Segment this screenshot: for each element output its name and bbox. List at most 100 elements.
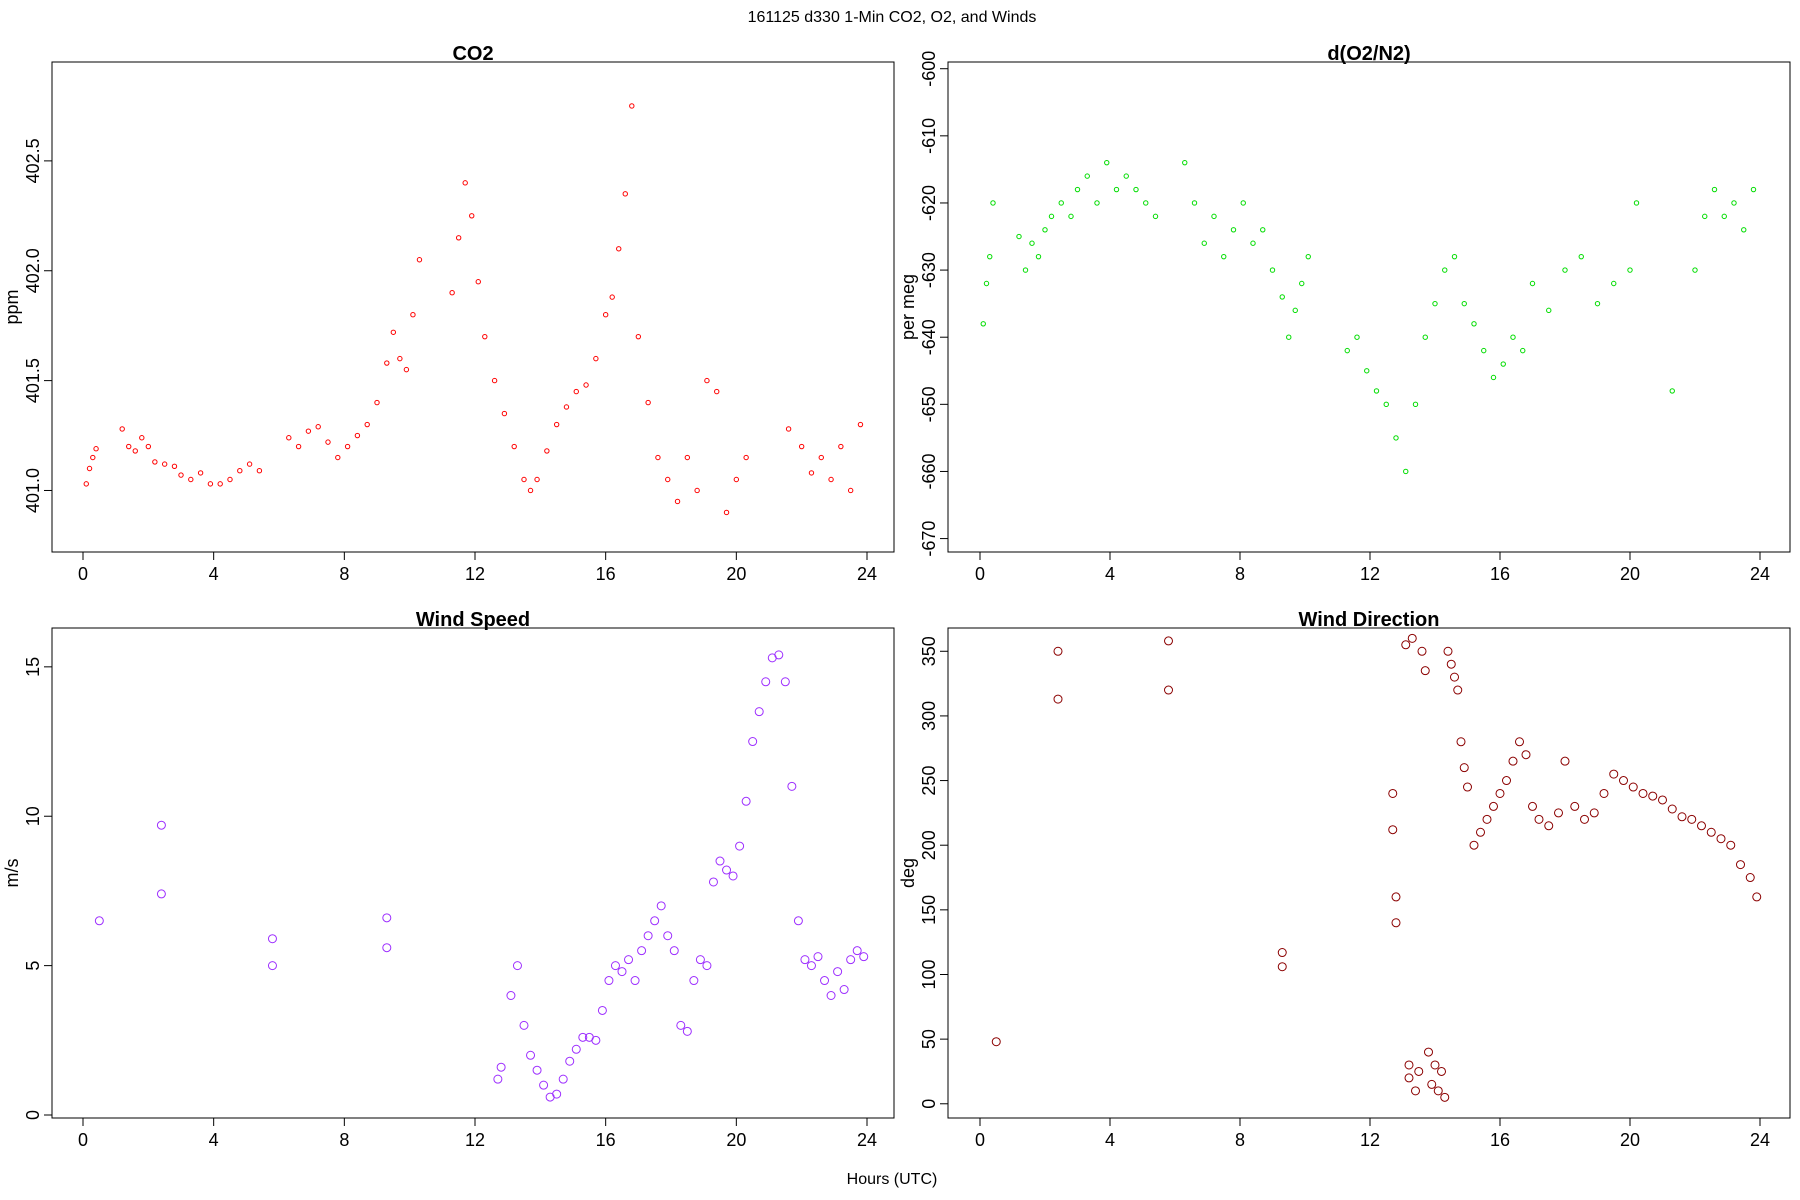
o2n2-point — [1562, 267, 1568, 273]
wind-speed-point — [565, 1056, 575, 1066]
wind-direction-point — [1534, 814, 1544, 824]
co2-point — [197, 470, 204, 476]
co2-point — [482, 333, 488, 340]
wind-speed-xtick-label: 12 — [465, 1130, 485, 1150]
co2-point — [704, 377, 710, 384]
co2-point — [161, 461, 168, 467]
wind-speed-point — [643, 931, 653, 941]
wind-speed-ytick-label: 0 — [23, 1110, 43, 1120]
o2n2-point — [1529, 280, 1536, 287]
co2-point — [847, 487, 854, 494]
o2n2-point — [1068, 213, 1074, 220]
wind-direction-point — [1420, 666, 1430, 676]
wind-speed-point — [774, 650, 784, 660]
o2n2-point — [1500, 361, 1506, 367]
co2-point — [573, 388, 579, 395]
wind-direction-point — [1638, 788, 1648, 798]
figure-xlabel: Hours (UTC) — [847, 1171, 938, 1188]
o2n2-point — [1152, 213, 1159, 220]
o2n2-point — [1461, 300, 1467, 307]
o2n2-ytick-label: -660 — [919, 453, 939, 489]
wind-direction-point — [1401, 640, 1411, 650]
wind-direction-point — [1277, 962, 1287, 972]
wind-direction-point — [1515, 737, 1524, 747]
o2n2-point — [1042, 227, 1048, 233]
co2-point — [553, 421, 560, 428]
co2-point — [616, 246, 622, 252]
wind-direction-point — [1716, 834, 1726, 844]
wind-speed-point — [806, 961, 816, 971]
wind-direction-point — [1277, 948, 1287, 958]
co2-point — [286, 435, 292, 441]
co2-point — [544, 448, 550, 454]
wind-speed-point — [382, 943, 392, 953]
co2-point — [583, 382, 589, 388]
wind-direction-point — [1427, 1079, 1437, 1089]
wind-direction-point — [1476, 827, 1485, 837]
wind-speed-point — [558, 1074, 568, 1084]
o2n2-point — [1191, 200, 1198, 206]
o2n2-point — [1383, 401, 1389, 408]
o2n2-point — [1702, 213, 1708, 220]
wind-speed-point — [94, 916, 104, 926]
co2-point — [674, 498, 681, 505]
co2-point — [521, 476, 527, 483]
o2n2-point — [1035, 253, 1042, 260]
o2n2-point — [1201, 240, 1207, 246]
o2n2-xtick-label: 16 — [1490, 564, 1510, 584]
wind-speed-point — [610, 961, 620, 971]
o2n2-ytick-label: -610 — [919, 118, 939, 154]
wind-direction-point — [1433, 1086, 1443, 1096]
wind-speed-point — [695, 955, 705, 965]
wind-speed-point — [689, 976, 699, 986]
wind-direction-point — [1609, 769, 1619, 779]
wind-direction-point — [1388, 788, 1398, 798]
o2n2-point — [1113, 186, 1120, 193]
co2-point — [491, 377, 498, 384]
wind-direction-point — [1697, 821, 1706, 831]
o2n2-point — [1669, 388, 1675, 394]
co2-point — [90, 454, 96, 461]
wind-speed-point — [650, 916, 660, 926]
o2n2-point — [1692, 267, 1698, 273]
co2-ytick-label: 401.5 — [23, 358, 43, 403]
o2n2-ytick-label: -670 — [919, 521, 939, 557]
co2-point — [818, 454, 824, 461]
wind-speed-point — [382, 913, 392, 923]
co2-point — [344, 443, 351, 450]
wind-direction-point — [1554, 808, 1563, 818]
wind-direction-panel: Wind Direction deg 0 4 8 12 16 20 24 0 50 100 150 200… — [898, 609, 1791, 1150]
o2n2-point — [1403, 468, 1409, 475]
o2n2-point — [1731, 200, 1737, 206]
co2-point — [828, 476, 834, 483]
o2n2-point — [1269, 267, 1276, 273]
co2-ytick-label: 402.5 — [23, 138, 43, 183]
o2n2-point — [1471, 321, 1477, 327]
wind-direction-point — [1391, 918, 1401, 928]
o2n2-xtick-label: 12 — [1360, 564, 1380, 584]
co2-point — [655, 454, 661, 461]
co2-point — [325, 439, 331, 445]
o2n2-point — [1451, 253, 1458, 260]
o2n2-point — [1611, 280, 1617, 287]
wind-direction-point — [1667, 804, 1677, 814]
wind-direction-ylabel: deg — [898, 858, 918, 888]
wind-speed-point — [728, 871, 738, 881]
co2-point — [374, 399, 380, 406]
co2-point — [635, 333, 642, 340]
co2-point — [171, 463, 178, 470]
wind-direction-point — [1443, 646, 1453, 656]
wind-speed-ytick-label: 10 — [23, 806, 43, 826]
wind-direction-point — [1677, 812, 1687, 822]
figure-title: 161125 d330 1-Min CO2, O2, and Winds — [748, 9, 1037, 26]
wind-direction-point — [1388, 825, 1398, 835]
o2n2-point — [1143, 200, 1149, 206]
co2-point — [335, 454, 341, 461]
wind-speed-point — [826, 991, 836, 1000]
wind-speed-point — [754, 707, 764, 717]
o2n2-point — [1048, 213, 1055, 220]
wind-direction-point — [1648, 791, 1658, 801]
co2-point — [152, 459, 158, 465]
wind-direction-point — [1619, 776, 1628, 786]
